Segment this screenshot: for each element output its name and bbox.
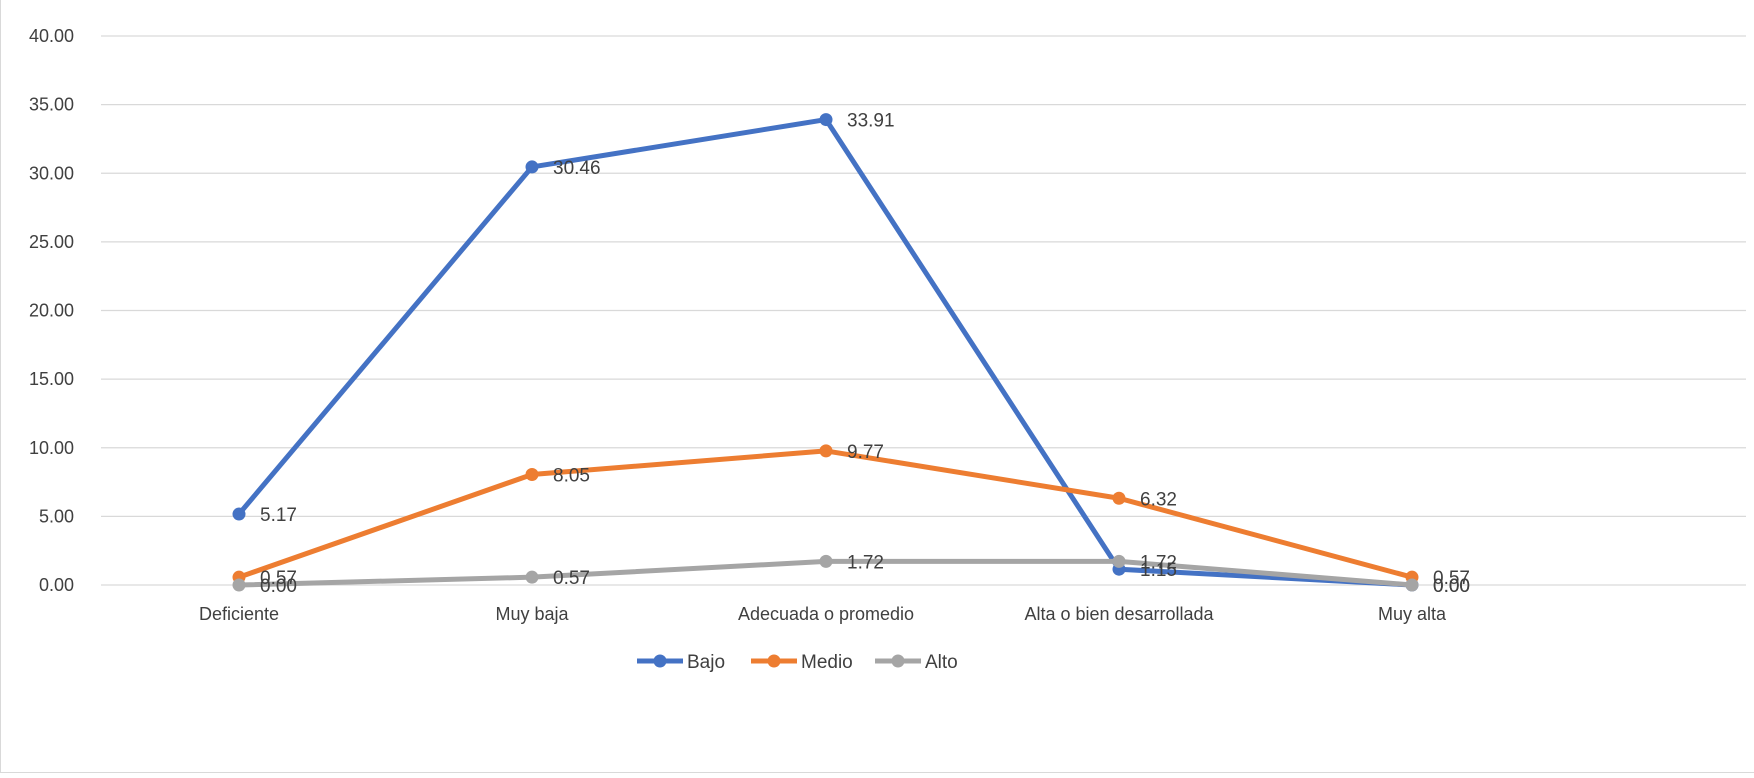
y-tick-label: 5.00	[39, 506, 74, 526]
data-label-bajo: 30.46	[553, 158, 601, 179]
x-axis-categories: Deficiente Muy baja Adecuada o promedio Alt…	[199, 604, 1447, 624]
data-point-bajo	[232, 507, 246, 521]
data-label-bajo: 0.00	[1433, 576, 1470, 597]
data-point-alto	[1405, 578, 1419, 592]
legend-item-medio: Medio	[751, 652, 853, 673]
x-category-label: Muy alta	[1378, 604, 1447, 624]
legend-label: Bajo	[687, 652, 725, 673]
y-tick-label: 15.00	[29, 369, 74, 389]
x-category-label: Adecuada o promedio	[738, 604, 914, 624]
x-category-label: Alta o bien desarrollada	[1024, 604, 1214, 624]
y-tick-label: 0.00	[39, 575, 74, 595]
legend-label: Alto	[925, 652, 958, 673]
data-label-medio: 9.77	[847, 442, 884, 463]
y-tick-label: 40.00	[29, 26, 74, 46]
legend-swatch-marker	[767, 654, 781, 668]
data-label-medio: 0.57	[1433, 568, 1470, 589]
data-point-medio	[819, 444, 833, 458]
legend: Bajo Medio Alto	[637, 652, 958, 673]
data-label-alto: 0.57	[553, 568, 590, 589]
data-point-medio	[525, 468, 539, 482]
y-tick-label: 10.00	[29, 438, 74, 458]
legend-item-bajo: Bajo	[637, 652, 725, 673]
x-category-label: Deficiente	[199, 604, 279, 624]
data-label-medio: 0.57	[260, 568, 297, 589]
data-label-bajo: 1.15	[1140, 560, 1177, 581]
data-label-alto: 1.72	[1140, 552, 1177, 573]
data-label-medio: 6.32	[1140, 489, 1177, 510]
legend-item-alto: Alto	[875, 652, 958, 673]
series-lines	[232, 113, 1419, 592]
data-label-bajo: 33.91	[847, 111, 895, 132]
gridlines	[101, 35, 1746, 586]
legend-swatch-marker	[891, 654, 905, 668]
y-tick-label: 30.00	[29, 163, 74, 183]
x-category-label: Muy baja	[495, 604, 569, 624]
data-point-alto	[525, 570, 539, 584]
data-labels: 5.1730.4633.911.150.000.578.059.776.320.…	[260, 111, 1470, 597]
data-label-alto: 1.72	[847, 552, 884, 573]
y-tick-label: 25.00	[29, 232, 74, 252]
data-point-alto	[1112, 554, 1126, 568]
data-label-bajo: 5.17	[260, 505, 297, 526]
data-point-alto	[232, 578, 246, 592]
data-point-bajo	[819, 113, 833, 127]
data-point-medio	[1112, 491, 1126, 505]
y-tick-label: 20.00	[29, 301, 74, 321]
data-point-alto	[819, 554, 833, 568]
data-point-bajo	[525, 160, 539, 174]
data-label-medio: 8.05	[553, 466, 590, 487]
legend-swatch-marker	[653, 654, 667, 668]
y-tick-label: 35.00	[29, 95, 74, 115]
y-axis-ticks: 0.00 5.00 10.00 15.00 20.00 25.00 30.00 35.00 40…	[29, 26, 74, 595]
legend-label: Medio	[801, 652, 853, 673]
data-label-alto: 0.00	[1433, 576, 1470, 597]
data-label-alto: 0.00	[260, 576, 297, 597]
